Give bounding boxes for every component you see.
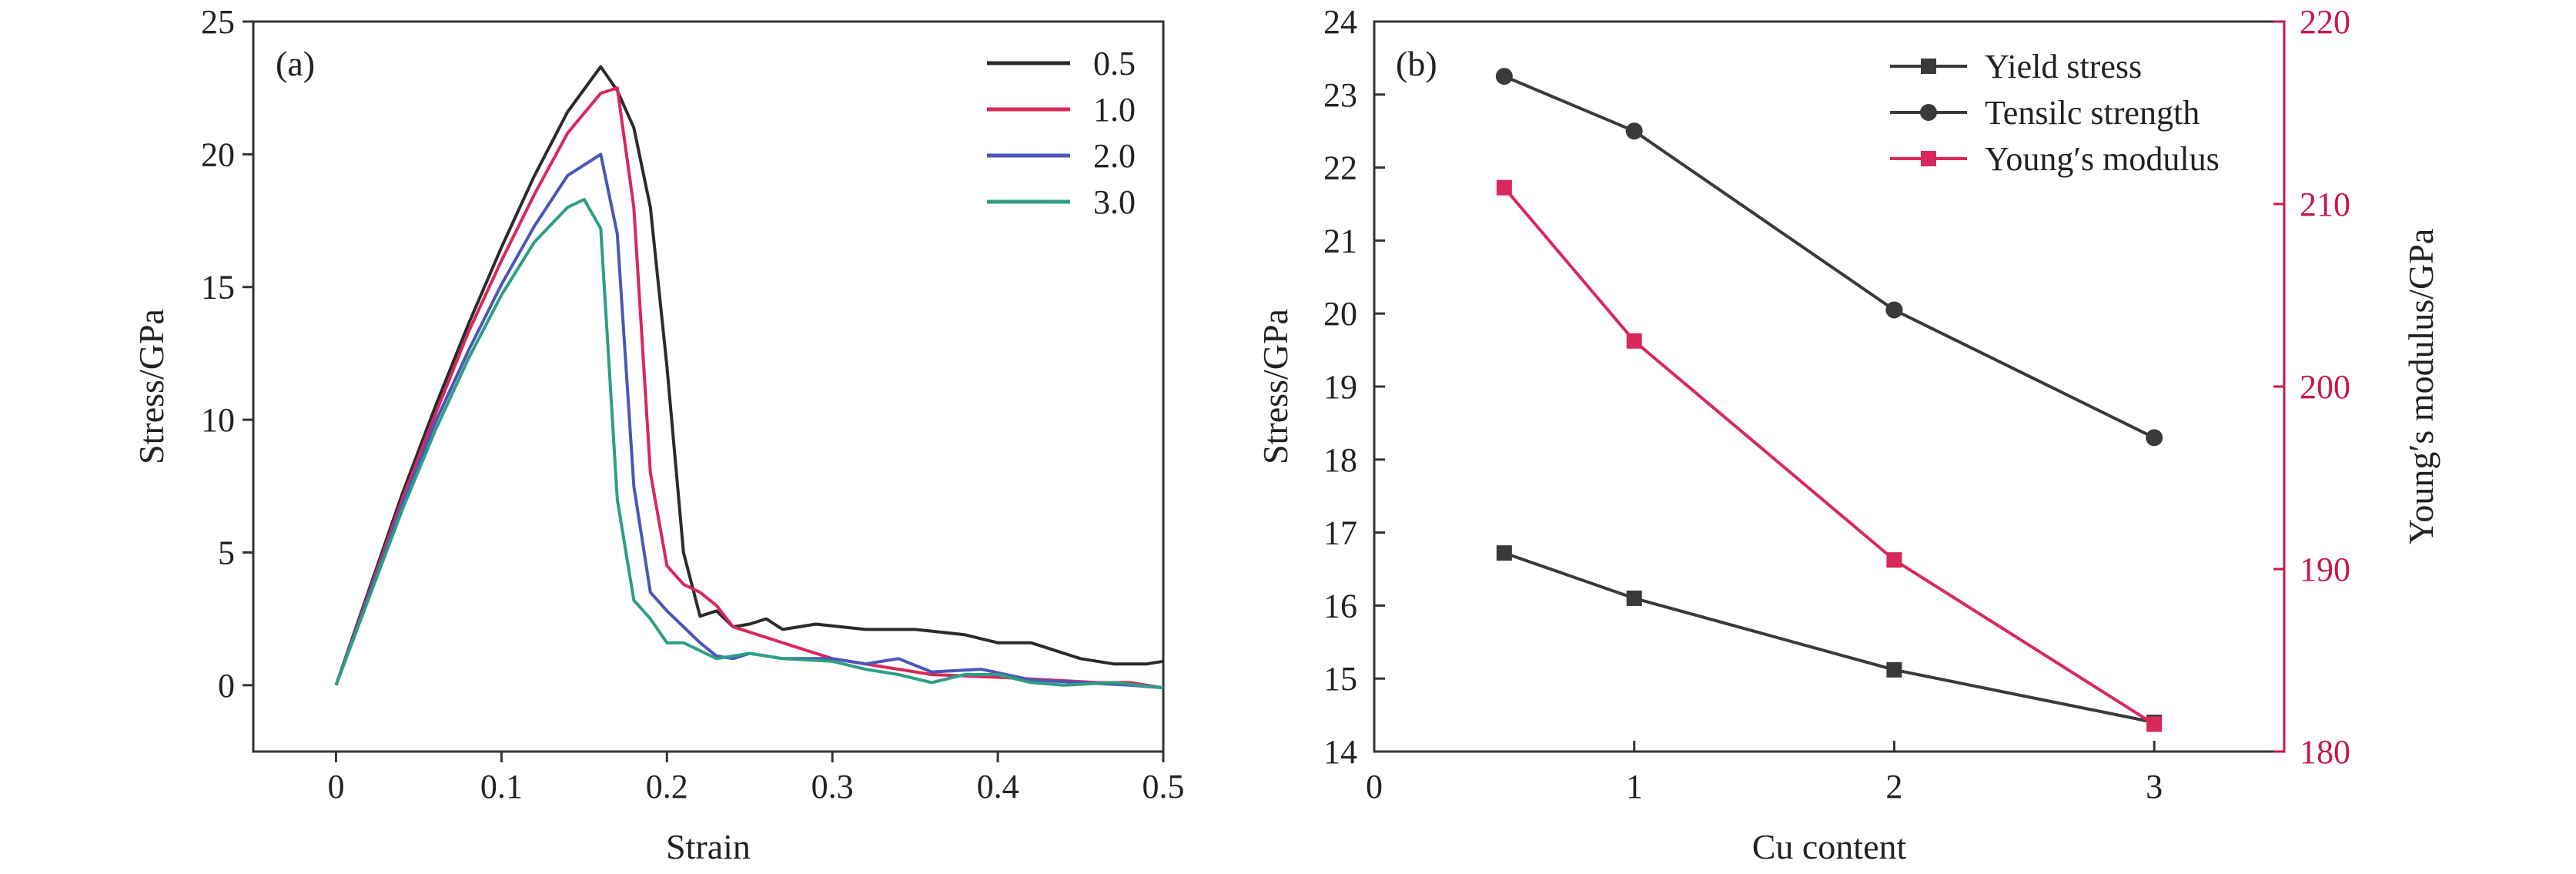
y-tick-label: 22 <box>1323 149 1357 187</box>
series-line-0.5 <box>334 65 1164 686</box>
y2-tick-label: 220 <box>2300 3 2350 41</box>
panel-a: 0 0.1 0.2 0.3 0.4 0.5 0 5 10 15 20 25 0.5 1.0 2.0 3.0… <box>132 3 1185 866</box>
legend-label-3.0: 3.0 <box>1093 183 1136 221</box>
x-ticks-b: 0 1 2 3 <box>1366 741 2163 805</box>
series-line-2.0 <box>334 152 1164 690</box>
x-axis-title-b: Cu content <box>1752 827 1907 866</box>
data-point-young-s-modulus <box>2146 716 2163 732</box>
data-point-tensilc-strength <box>1885 301 1903 319</box>
x-tick-label: 0.3 <box>811 768 854 805</box>
y2-tick-label: 180 <box>2300 733 2350 771</box>
y-tick-label: 0 <box>218 667 235 705</box>
y-tick-label: 21 <box>1323 222 1357 260</box>
x-tick-label: 3 <box>2146 768 2163 805</box>
y-axis-title-a: Stress/GPa <box>132 309 171 464</box>
series-line-young-s-modulus <box>1503 186 2156 726</box>
legend-marker-young-s-modulus <box>1921 151 1936 166</box>
data-point-yield-stress <box>1886 661 1902 678</box>
y-tick-label: 20 <box>201 136 235 173</box>
legend-a: 0.5 1.0 2.0 3.0 <box>987 45 1136 221</box>
x-tick-label: 2 <box>1885 768 1902 805</box>
x-axis-title-a: Strain <box>666 827 751 866</box>
y-tick-label: 20 <box>1323 295 1357 333</box>
x-tick-label: 0.2 <box>646 768 688 805</box>
x-tick-label: 0.1 <box>480 768 523 805</box>
x-tick-label: 0.5 <box>1142 768 1185 805</box>
legend-label-yield-stress: Yield stress <box>1985 48 2142 85</box>
y-tick-label: 17 <box>1323 514 1357 552</box>
legend-label-tensilc-strength: Tensilc strength <box>1985 94 2200 132</box>
series-lines-a <box>334 65 1164 690</box>
data-point-yield-stress <box>1496 545 1512 561</box>
y-tick-label: 19 <box>1323 368 1357 406</box>
x-ticks-a: 0 0.1 0.2 0.3 0.4 0.5 <box>327 752 1185 805</box>
y-tick-label: 25 <box>201 3 235 41</box>
legend-label-0.5: 0.5 <box>1093 45 1136 82</box>
y2-tick-label: 200 <box>2300 368 2350 406</box>
y-axis-title-b: Stress/GPa <box>1256 309 1295 464</box>
x-tick-label: 0 <box>327 768 344 805</box>
y-ticks-a: 0 5 10 15 20 25 <box>201 3 253 705</box>
y2-axis-title-b: Young′s modulus/GPa <box>2401 229 2441 545</box>
data-point-young-s-modulus <box>1496 179 1512 196</box>
legend-b: Yield stress Tensilc strength Young′s modu… <box>1890 48 2220 178</box>
data-point-young-s-modulus <box>1886 552 1902 568</box>
x-tick-label: 0 <box>1366 768 1383 805</box>
series-line-yield-stress <box>1504 551 2155 725</box>
legend-label-1.0: 1.0 <box>1093 91 1136 129</box>
series-line-tensilc-strength <box>1504 75 2155 440</box>
data-point-tensilc-strength <box>1625 122 1643 140</box>
y-tick-label: 5 <box>218 534 235 571</box>
legend-label-young-s-modulus: Young′s modulus <box>1985 140 2220 178</box>
y-ticks-b: 14 15 16 17 18 19 20 21 22 23 24 <box>1323 3 1385 771</box>
series-lines-b <box>1495 68 2163 732</box>
y-tick-label: 23 <box>1323 76 1357 114</box>
y-tick-label: 15 <box>201 269 235 306</box>
data-point-yield-stress <box>1626 590 1642 606</box>
y-tick-label: 10 <box>201 401 235 439</box>
legend-marker-tensilc-strength <box>1920 104 1937 121</box>
y-tick-label: 15 <box>1323 660 1357 698</box>
series-line-1.0 <box>334 86 1164 690</box>
y-tick-label: 14 <box>1323 733 1357 771</box>
y-tick-label: 16 <box>1323 587 1357 625</box>
y2-tick-label: 190 <box>2300 551 2350 588</box>
y-tick-label: 18 <box>1323 441 1357 479</box>
plot-frame-a <box>252 20 1165 753</box>
y2-ticks-b: 180 190 200 210 220 <box>2273 3 2350 771</box>
legend-label-2.0: 2.0 <box>1093 137 1136 175</box>
y-tick-label: 24 <box>1323 3 1357 41</box>
panel-label-a: (a) <box>276 44 315 83</box>
data-point-tensilc-strength <box>1495 68 1513 85</box>
series-line-3.0 <box>334 198 1164 690</box>
data-point-young-s-modulus <box>1626 333 1642 349</box>
panel-label-b: (b) <box>1396 44 1437 83</box>
x-tick-label: 0.4 <box>977 768 1019 805</box>
legend-marker-yield-stress <box>1921 59 1936 74</box>
data-point-tensilc-strength <box>2146 429 2163 447</box>
y2-tick-label: 210 <box>2300 186 2350 223</box>
x-tick-label: 1 <box>1626 768 1643 805</box>
